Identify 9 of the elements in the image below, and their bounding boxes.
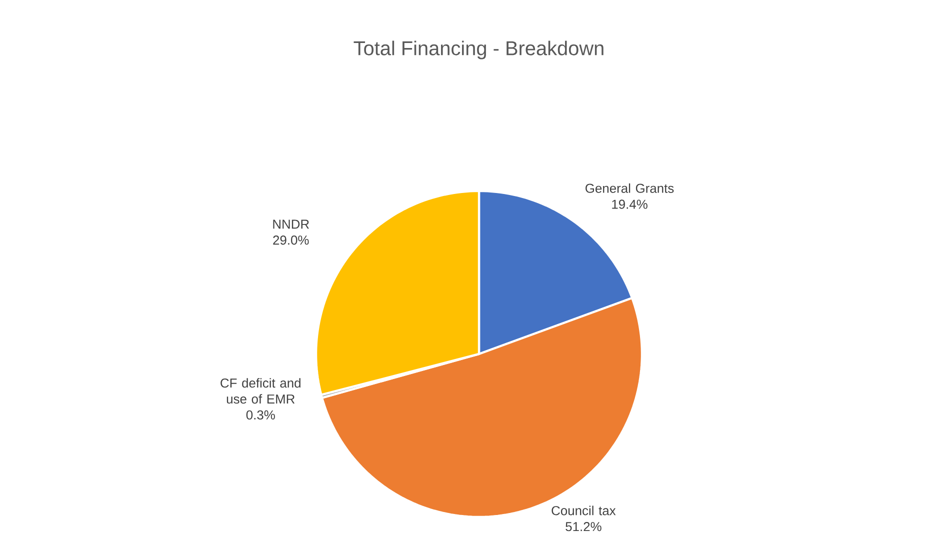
slice-label: Council tax [552, 506, 616, 516]
slice-label: NNDR [273, 220, 309, 229]
data-label: 19.4% [612, 200, 648, 209]
slice-label: CF deficit and use of EMR [220, 378, 300, 404]
slice-label: General Grants [586, 183, 674, 193]
data-label: 29.0% [273, 236, 309, 245]
data-label: 51.2% [566, 522, 602, 532]
chart-title: Total Financing - Breakdown [354, 40, 604, 60]
data-label: 0.3% [246, 410, 275, 420]
